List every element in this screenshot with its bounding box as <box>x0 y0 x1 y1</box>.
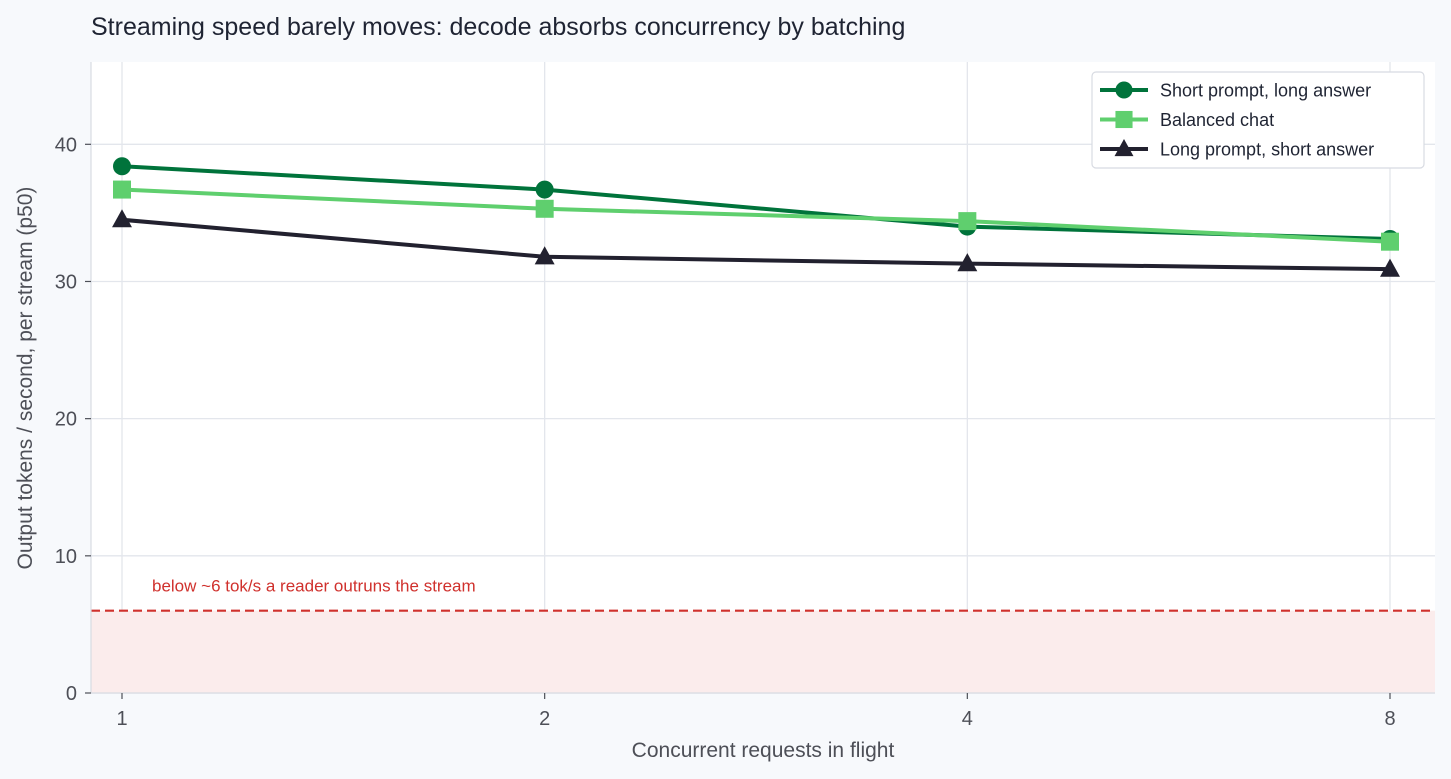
legend-marker <box>1115 81 1133 99</box>
x-tick-label: 1 <box>116 708 127 730</box>
axes: 1 2 4 8 0 10 20 30 40 <box>55 62 1435 730</box>
data-point <box>113 180 131 199</box>
y-tick-label: 20 <box>55 409 77 431</box>
series-layer <box>112 157 1400 277</box>
data-point <box>535 199 554 218</box>
x-axis-label: Concurrent requests in flight <box>632 739 895 762</box>
legend: Short prompt, long answer Balanced chat Lo… <box>1091 71 1425 169</box>
legend-label: Balanced chat <box>1160 110 1274 130</box>
x-tick-label: 2 <box>539 708 550 730</box>
series-balanced-chat <box>113 180 1399 251</box>
series-line <box>120 187 1392 244</box>
y-axis-label: Output tokens / second, per stream (p50) <box>14 187 37 570</box>
y-tick-label: 0 <box>66 683 77 705</box>
data-point <box>1380 258 1400 277</box>
data-point <box>535 180 554 199</box>
legend-box <box>1091 71 1425 169</box>
series-long-prompt-short-answer <box>112 209 1400 277</box>
data-point <box>957 253 978 272</box>
data-point <box>112 209 132 228</box>
legend-label: Long prompt, short answer <box>1160 140 1374 160</box>
y-tick-label: 10 <box>55 546 77 568</box>
x-tick-label: 8 <box>1384 708 1395 730</box>
threshold-region: below ~6 tok/s a reader outruns the stre… <box>91 577 1435 693</box>
threshold-shade <box>91 610 1435 693</box>
data-point <box>958 212 977 231</box>
x-tick-label: 4 <box>962 708 973 730</box>
legend-item-short-prompt-long-answer: Short prompt, long answer <box>1100 81 1371 101</box>
legend-marker <box>1114 139 1134 157</box>
legend-label: Short prompt, long answer <box>1160 81 1371 101</box>
data-point <box>113 157 131 176</box>
y-tick-label: 40 <box>55 134 77 156</box>
threshold-annotation: below ~6 tok/s a reader outruns the stre… <box>152 577 476 596</box>
y-tick-label: 30 <box>55 271 77 293</box>
chart-title: Streaming speed barely moves: decode abs… <box>91 13 905 41</box>
legend-item-balanced-chat: Balanced chat <box>1100 110 1274 130</box>
data-point <box>534 246 555 265</box>
legend-marker <box>1115 110 1133 129</box>
legend-item-long-prompt-short-answer: Long prompt, short answer <box>1100 139 1374 160</box>
data-point <box>1381 232 1399 251</box>
series-line <box>120 217 1392 272</box>
